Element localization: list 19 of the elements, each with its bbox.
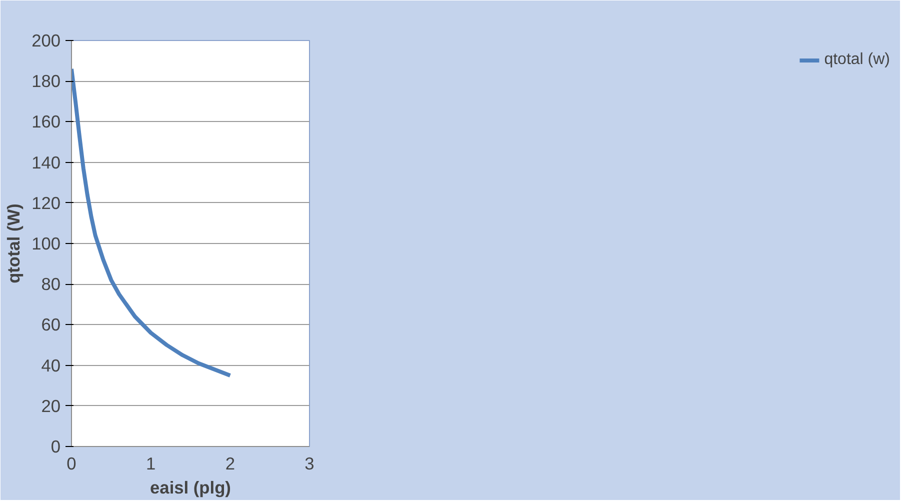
x-tick-label: 2 xyxy=(225,454,235,474)
y-tick-label: 160 xyxy=(32,112,61,132)
y-tick-label: 100 xyxy=(32,234,61,254)
y-tick-label: 40 xyxy=(41,355,61,376)
y-tick-label: 200 xyxy=(32,30,61,50)
y-tick-label: 80 xyxy=(41,274,61,294)
x-tick-label: 1 xyxy=(146,454,156,474)
y-tick-label: 0 xyxy=(50,436,61,456)
y-axis-title: qtotal (W) xyxy=(4,204,24,284)
y-tick-label: 60 xyxy=(41,314,61,335)
y-tick-label: 120 xyxy=(32,192,61,213)
legend-label: qtotal (w) xyxy=(824,51,890,69)
y-tick-label: 20 xyxy=(41,396,61,416)
line-series xyxy=(72,66,232,378)
x-axis-title: eaisl (plg) xyxy=(150,478,231,498)
x-tick-label: 0 xyxy=(66,454,76,474)
y-tick-label: 180 xyxy=(32,71,61,92)
x-tick-label: 3 xyxy=(304,454,314,474)
y-tick-label: 140 xyxy=(32,152,61,172)
